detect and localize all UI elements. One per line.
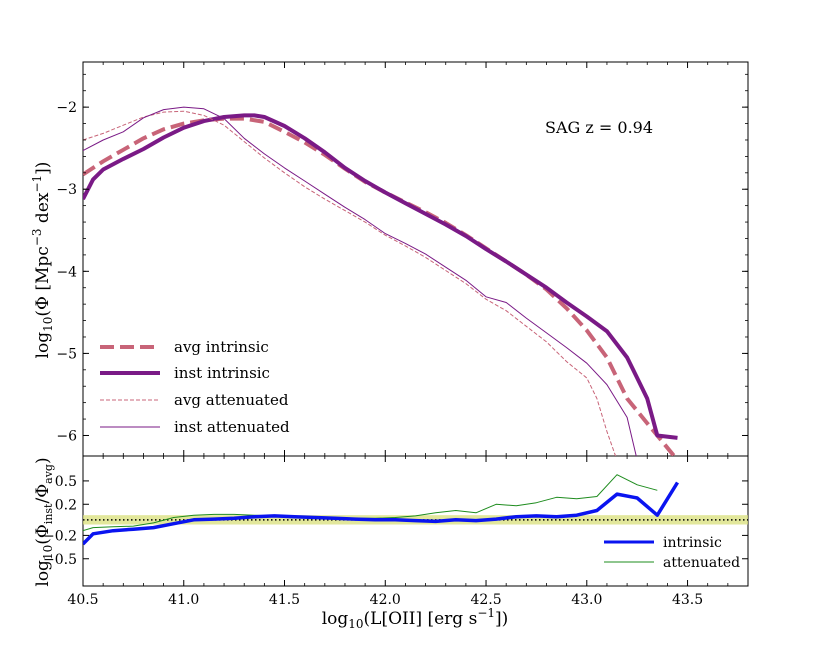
legend-label-intrinsic: intrinsic <box>663 535 722 551</box>
bottom-ytick-label: 0.2 <box>55 497 77 513</box>
xtick-label: 42.0 <box>370 592 401 608</box>
legend-label-avg-attenuated: avg attenuated <box>174 391 289 409</box>
xtick-label: 41.5 <box>269 592 300 608</box>
top-ytick-label: −4 <box>56 264 77 280</box>
legend-label-inst-intrinsic: inst intrinsic <box>174 364 270 382</box>
series-line-inst-intrinsic <box>83 113 678 440</box>
series-line-avg-intrinsic <box>83 116 677 456</box>
xlabel: log10(L[OII] [erg s−1]) <box>322 606 509 631</box>
xtick-label: 40.5 <box>67 592 98 608</box>
xtick-label: 42.5 <box>470 592 501 608</box>
model-annotation: SAG z = 0.94 <box>545 118 653 137</box>
legend-label-inst-attenuated: inst attenuated <box>174 418 290 436</box>
xtick-label: 43.5 <box>672 592 703 608</box>
bottom-ytick-label: −0.5 <box>43 552 77 568</box>
legend-label-attenuated: attenuated <box>663 555 740 571</box>
xtick-label: 41.0 <box>168 592 199 608</box>
top-ytick-label: −2 <box>56 100 77 116</box>
top-ytick-label: −6 <box>56 428 77 444</box>
bottom-panel-plot-area <box>83 474 748 546</box>
top-ylabel: log10(Φ [Mpc−3 dex−1]) <box>30 162 55 359</box>
top-ytick-label: −5 <box>56 346 77 362</box>
xtick-label: 43.0 <box>571 592 602 608</box>
bottom-ytick-label: 0.5 <box>55 474 77 490</box>
legend-label-avg-intrinsic: avg intrinsic <box>174 338 269 356</box>
top-legend: avg intrinsic inst intrinsic avg attenua… <box>100 338 290 436</box>
top-ytick-label: −3 <box>56 182 77 198</box>
series-line-inst-attenuated <box>83 106 637 456</box>
top-panel-plot-area <box>83 106 678 456</box>
ratio-line-intrinsic <box>83 481 679 546</box>
series-line-avg-attenuated <box>83 110 617 456</box>
bottom-ytick-label: −0.2 <box>43 528 77 544</box>
axis-ticks: −6 −5 −4 −3 −2 −0.5 −0.2 0.2 0.5 40.5 41.0 41.5 42.0… <box>43 62 748 608</box>
bottom-ylabel: log10(Φinst/Φavg) <box>33 457 55 586</box>
bottom-legend: intrinsic attenuated <box>604 535 740 571</box>
